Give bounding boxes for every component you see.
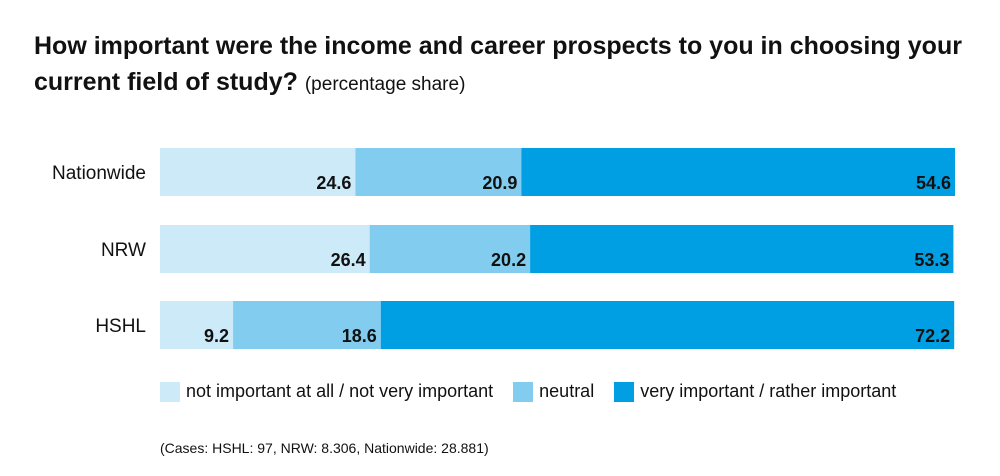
data-label-nrw-series-1: 20.2 bbox=[491, 250, 526, 270]
category-label-nationwide: Nationwide bbox=[52, 163, 146, 184]
legend-swatch-2 bbox=[614, 381, 635, 402]
data-label-nrw-series-0: 26.4 bbox=[331, 250, 366, 270]
bar-nationwide-series-0 bbox=[160, 148, 356, 196]
data-label-nationwide-series-1: 20.9 bbox=[482, 173, 517, 193]
legend-item-2: very important / rather important bbox=[614, 381, 896, 402]
category-label-hshl: HSHL bbox=[95, 316, 146, 337]
bar-hshl-series-2 bbox=[380, 301, 955, 349]
bar-nationwide-series-1 bbox=[355, 148, 522, 196]
data-label-hshl-series-0: 9.2 bbox=[204, 326, 229, 346]
chart-title: How important were the income and career… bbox=[34, 28, 974, 103]
data-label-nationwide-series-2: 54.6 bbox=[916, 173, 951, 193]
legend-label-0: not important at all / not very importan… bbox=[186, 381, 494, 401]
category-label-nrw: NRW bbox=[101, 240, 146, 261]
chart-title-main: How important were the income and career… bbox=[34, 32, 962, 96]
bar-nrw-series-2 bbox=[530, 225, 954, 273]
legend-swatch-1 bbox=[513, 381, 534, 402]
cases-note: (Cases: HSHL: 97, NRW: 8.306, Nationwide… bbox=[160, 440, 489, 456]
bar-hshl-series-1 bbox=[233, 301, 381, 349]
legend-swatch-0 bbox=[160, 381, 180, 402]
data-label-nationwide-series-0: 24.6 bbox=[316, 173, 351, 193]
bar-nrw-series-1 bbox=[369, 225, 531, 273]
bar-hshl-series-0 bbox=[160, 301, 234, 349]
legend-item-1: neutral bbox=[513, 381, 594, 402]
bar-nrw-series-0 bbox=[160, 225, 370, 273]
legend-item-0: not important at all / not very importan… bbox=[160, 381, 493, 402]
legend-label-1: neutral bbox=[539, 381, 595, 401]
chart-legend: not important at all / not very importan… bbox=[160, 381, 916, 402]
data-label-hshl-series-2: 72.2 bbox=[915, 326, 950, 346]
legend-label-2: very important / rather important bbox=[640, 381, 897, 401]
data-label-nrw-series-2: 53.3 bbox=[914, 250, 949, 270]
bar-nationwide-series-2 bbox=[521, 148, 955, 196]
chart-subtitle: (percentage share) bbox=[304, 74, 466, 95]
data-label-hshl-series-1: 18.6 bbox=[342, 326, 377, 346]
